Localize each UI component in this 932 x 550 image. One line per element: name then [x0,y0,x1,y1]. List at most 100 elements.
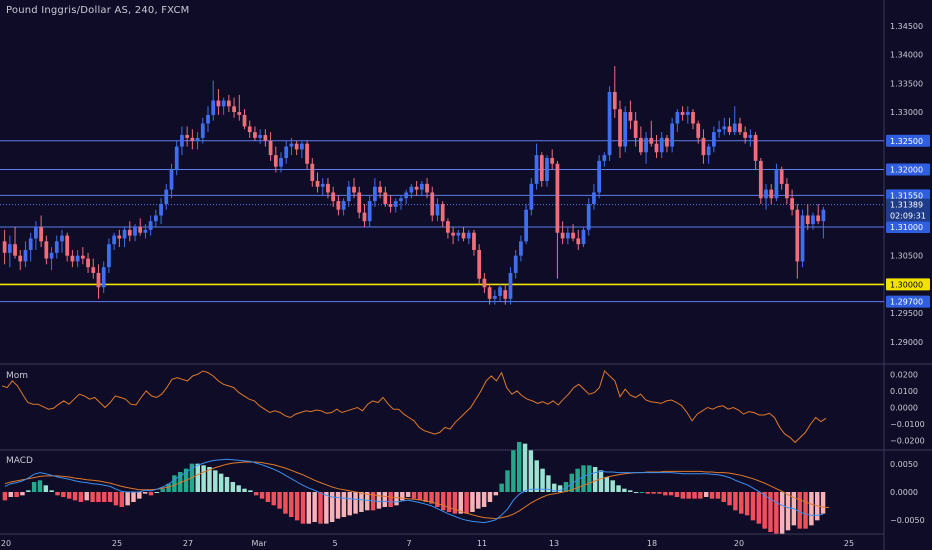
candle-body [399,198,403,202]
countdown-label: 02:09:31 [890,212,926,221]
price-badge [886,163,930,176]
candle-body [23,249,28,262]
macd-histogram-bar [195,463,200,492]
macd-histogram-bar [172,475,177,492]
candle-body [758,160,763,199]
candle-body [331,192,336,202]
candle-body [805,215,810,225]
macd-histogram-bar [744,492,750,516]
countdown-badge [886,209,930,222]
price-badge [886,189,930,202]
candle-body [764,189,768,199]
macd-histogram-bar [534,460,539,492]
candle-body [811,215,815,225]
candle-body [91,267,96,273]
macd-histogram-bar [522,443,528,492]
price-badge-label: 1.32000 [890,166,923,175]
candle-body [320,183,325,187]
macd-histogram-bar [248,490,253,492]
candle-body [623,112,628,147]
price-badge-label: 1.31550 [890,191,923,200]
candle-body [612,91,617,110]
candle-body [164,189,169,204]
candle-body [185,135,190,138]
candle-body [294,143,299,150]
candle-body [49,252,54,259]
macd-histogram-bar [727,492,732,506]
macd-histogram-bar [137,492,142,499]
candle-body [221,100,226,107]
candle-body [117,235,122,239]
candle-body [44,241,49,259]
macd-histogram-bar [692,492,697,499]
macd-histogram-bar [628,490,633,492]
candle-body [550,158,555,164]
macd-histogram-bar [429,492,434,504]
macd-histogram-bar [66,492,72,499]
macd-histogram-bar [446,492,452,512]
macd-histogram-bar [452,492,458,514]
candle-body [785,183,789,199]
candle-body [169,169,174,190]
candle-body [341,201,346,210]
macd-histogram-bar [43,485,49,492]
macd-histogram-bar [546,475,551,492]
macd-histogram-bar [224,477,230,492]
macd-histogram-bar [207,467,212,492]
macd-histogram-bar [382,492,388,507]
macd-histogram-bar [481,492,487,507]
momentum-tick-label: 0.0100 [890,387,918,396]
macd-histogram-bar [686,492,691,499]
macd-histogram-bar [107,492,113,502]
candle-body [618,109,622,147]
macd-histogram-bar [166,483,171,492]
macd-histogram-bar [610,480,615,492]
macd-histogram-bar [306,492,312,524]
macd-tick-label: 0.0000 [890,488,918,497]
candle-body [247,126,252,133]
macd-histogram-bar [663,492,668,496]
macd-histogram-bar [750,492,756,521]
candle-body [821,209,826,222]
candle-body [680,112,685,115]
macd-histogram-bar [785,492,791,531]
candle-body [446,221,450,233]
macd-histogram-bar [37,480,43,492]
candle-body [258,135,263,138]
macd-histogram-bar [84,492,89,501]
candle-body [133,226,137,236]
macd-histogram-bar [265,492,271,502]
macd-tick-label: −0.0050 [890,516,925,525]
candle-body [503,290,508,299]
macd-histogram-bar [809,492,814,526]
candle-body [7,244,12,253]
macd-histogram-bar [400,492,405,501]
candle-body [519,241,523,256]
macd-histogram-bar [119,492,125,507]
macd-histogram-bar [435,492,440,507]
candle-body [273,155,278,167]
time-axis-label: 11 [477,539,487,548]
macd-histogram-bar [516,442,522,492]
macd-histogram-bar [201,465,206,492]
candle-body [717,129,721,133]
candle-body [226,100,231,107]
candle-body [753,135,758,161]
macd-histogram-bar [61,492,66,497]
candle-body [127,229,132,236]
candle-body [122,229,127,239]
macd-histogram-bar [312,492,317,522]
macd-histogram-bar [31,482,37,492]
candle-body [159,203,163,216]
time-axis-label: 25 [844,539,854,548]
candle-body [39,226,43,242]
candle-body [539,155,544,181]
macd-label: MACD [6,456,33,466]
candle-body [649,137,654,144]
macd-histogram-bar [598,470,604,492]
candle-body [112,235,117,245]
macd-histogram-bar [236,485,241,492]
candle-body [13,244,17,256]
macd-histogram-bar [639,492,645,493]
